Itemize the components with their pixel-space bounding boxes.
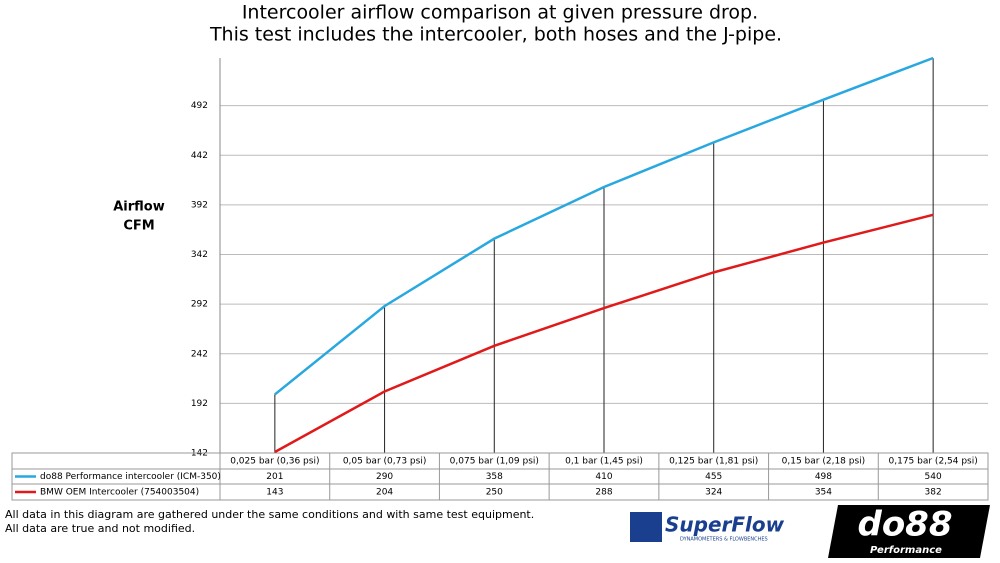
chart-title: Intercooler airflow comparison at given … <box>242 2 758 24</box>
do88-logo: do88 Performance <box>828 505 990 558</box>
table-value: 354 <box>815 488 832 498</box>
logo-subtext: DYNAMOMETERS & FLOWBENCHES <box>680 537 768 543</box>
y-axis-label: CFM <box>123 219 154 234</box>
logo-background <box>828 505 990 558</box>
legend-label: BMW OEM Intercooler (754003504) <box>40 488 199 498</box>
table-value: 288 <box>595 488 612 498</box>
table-value: 143 <box>266 488 283 498</box>
table-value: 324 <box>705 488 722 498</box>
table-value: 540 <box>925 472 942 482</box>
table-value: 201 <box>266 472 283 482</box>
x-tick-label: 0,1 bar (1,45 psi) <box>565 457 643 467</box>
logo-text: SuperFlow <box>665 513 785 537</box>
series-line <box>274 56 934 396</box>
legend-label: do88 Performance intercooler (ICM-350) <box>40 472 221 482</box>
table-value: 498 <box>815 472 832 482</box>
x-tick-label: 0,175 bar (2,54 psi) <box>889 457 978 467</box>
superflow-logo: SuperFlow DYNAMOMETERS & FLOWBENCHES <box>630 512 785 543</box>
table-value: 358 <box>486 472 503 482</box>
table-value: 410 <box>595 472 612 482</box>
x-tick-label: 0,05 bar (0,73 psi) <box>343 457 427 467</box>
y-tick-label: 442 <box>191 151 208 161</box>
table-value: 250 <box>486 488 503 498</box>
footnote: All data in this diagram are gathered un… <box>5 508 534 521</box>
x-tick-label: 0,025 bar (0,36 psi) <box>230 457 319 467</box>
table-value: 455 <box>705 472 722 482</box>
y-tick-label: 242 <box>191 349 208 359</box>
y-tick-label: 292 <box>191 300 208 310</box>
logo-icon <box>630 512 662 542</box>
table-value: 290 <box>376 472 393 482</box>
table-value: 204 <box>376 488 393 498</box>
logo-text: do88 <box>857 505 952 545</box>
y-tick-label: 342 <box>191 250 208 260</box>
table-value: 382 <box>925 488 942 498</box>
footnote: All data are true and not modified. <box>5 522 195 535</box>
logo-subtext: Performance <box>870 545 942 556</box>
x-tick-label: 0,125 bar (1,81 psi) <box>669 457 758 467</box>
chart-title: This test includes the intercooler, both… <box>209 24 782 46</box>
series-line <box>274 213 934 454</box>
y-tick-label: 192 <box>191 399 208 409</box>
y-tick-label: 492 <box>191 101 208 111</box>
y-tick-label: 392 <box>191 200 208 210</box>
x-tick-label: 0,075 bar (1,09 psi) <box>450 457 539 467</box>
y-axis-label: Airflow <box>113 200 165 215</box>
x-tick-label: 0,15 bar (2,18 psi) <box>782 457 866 467</box>
